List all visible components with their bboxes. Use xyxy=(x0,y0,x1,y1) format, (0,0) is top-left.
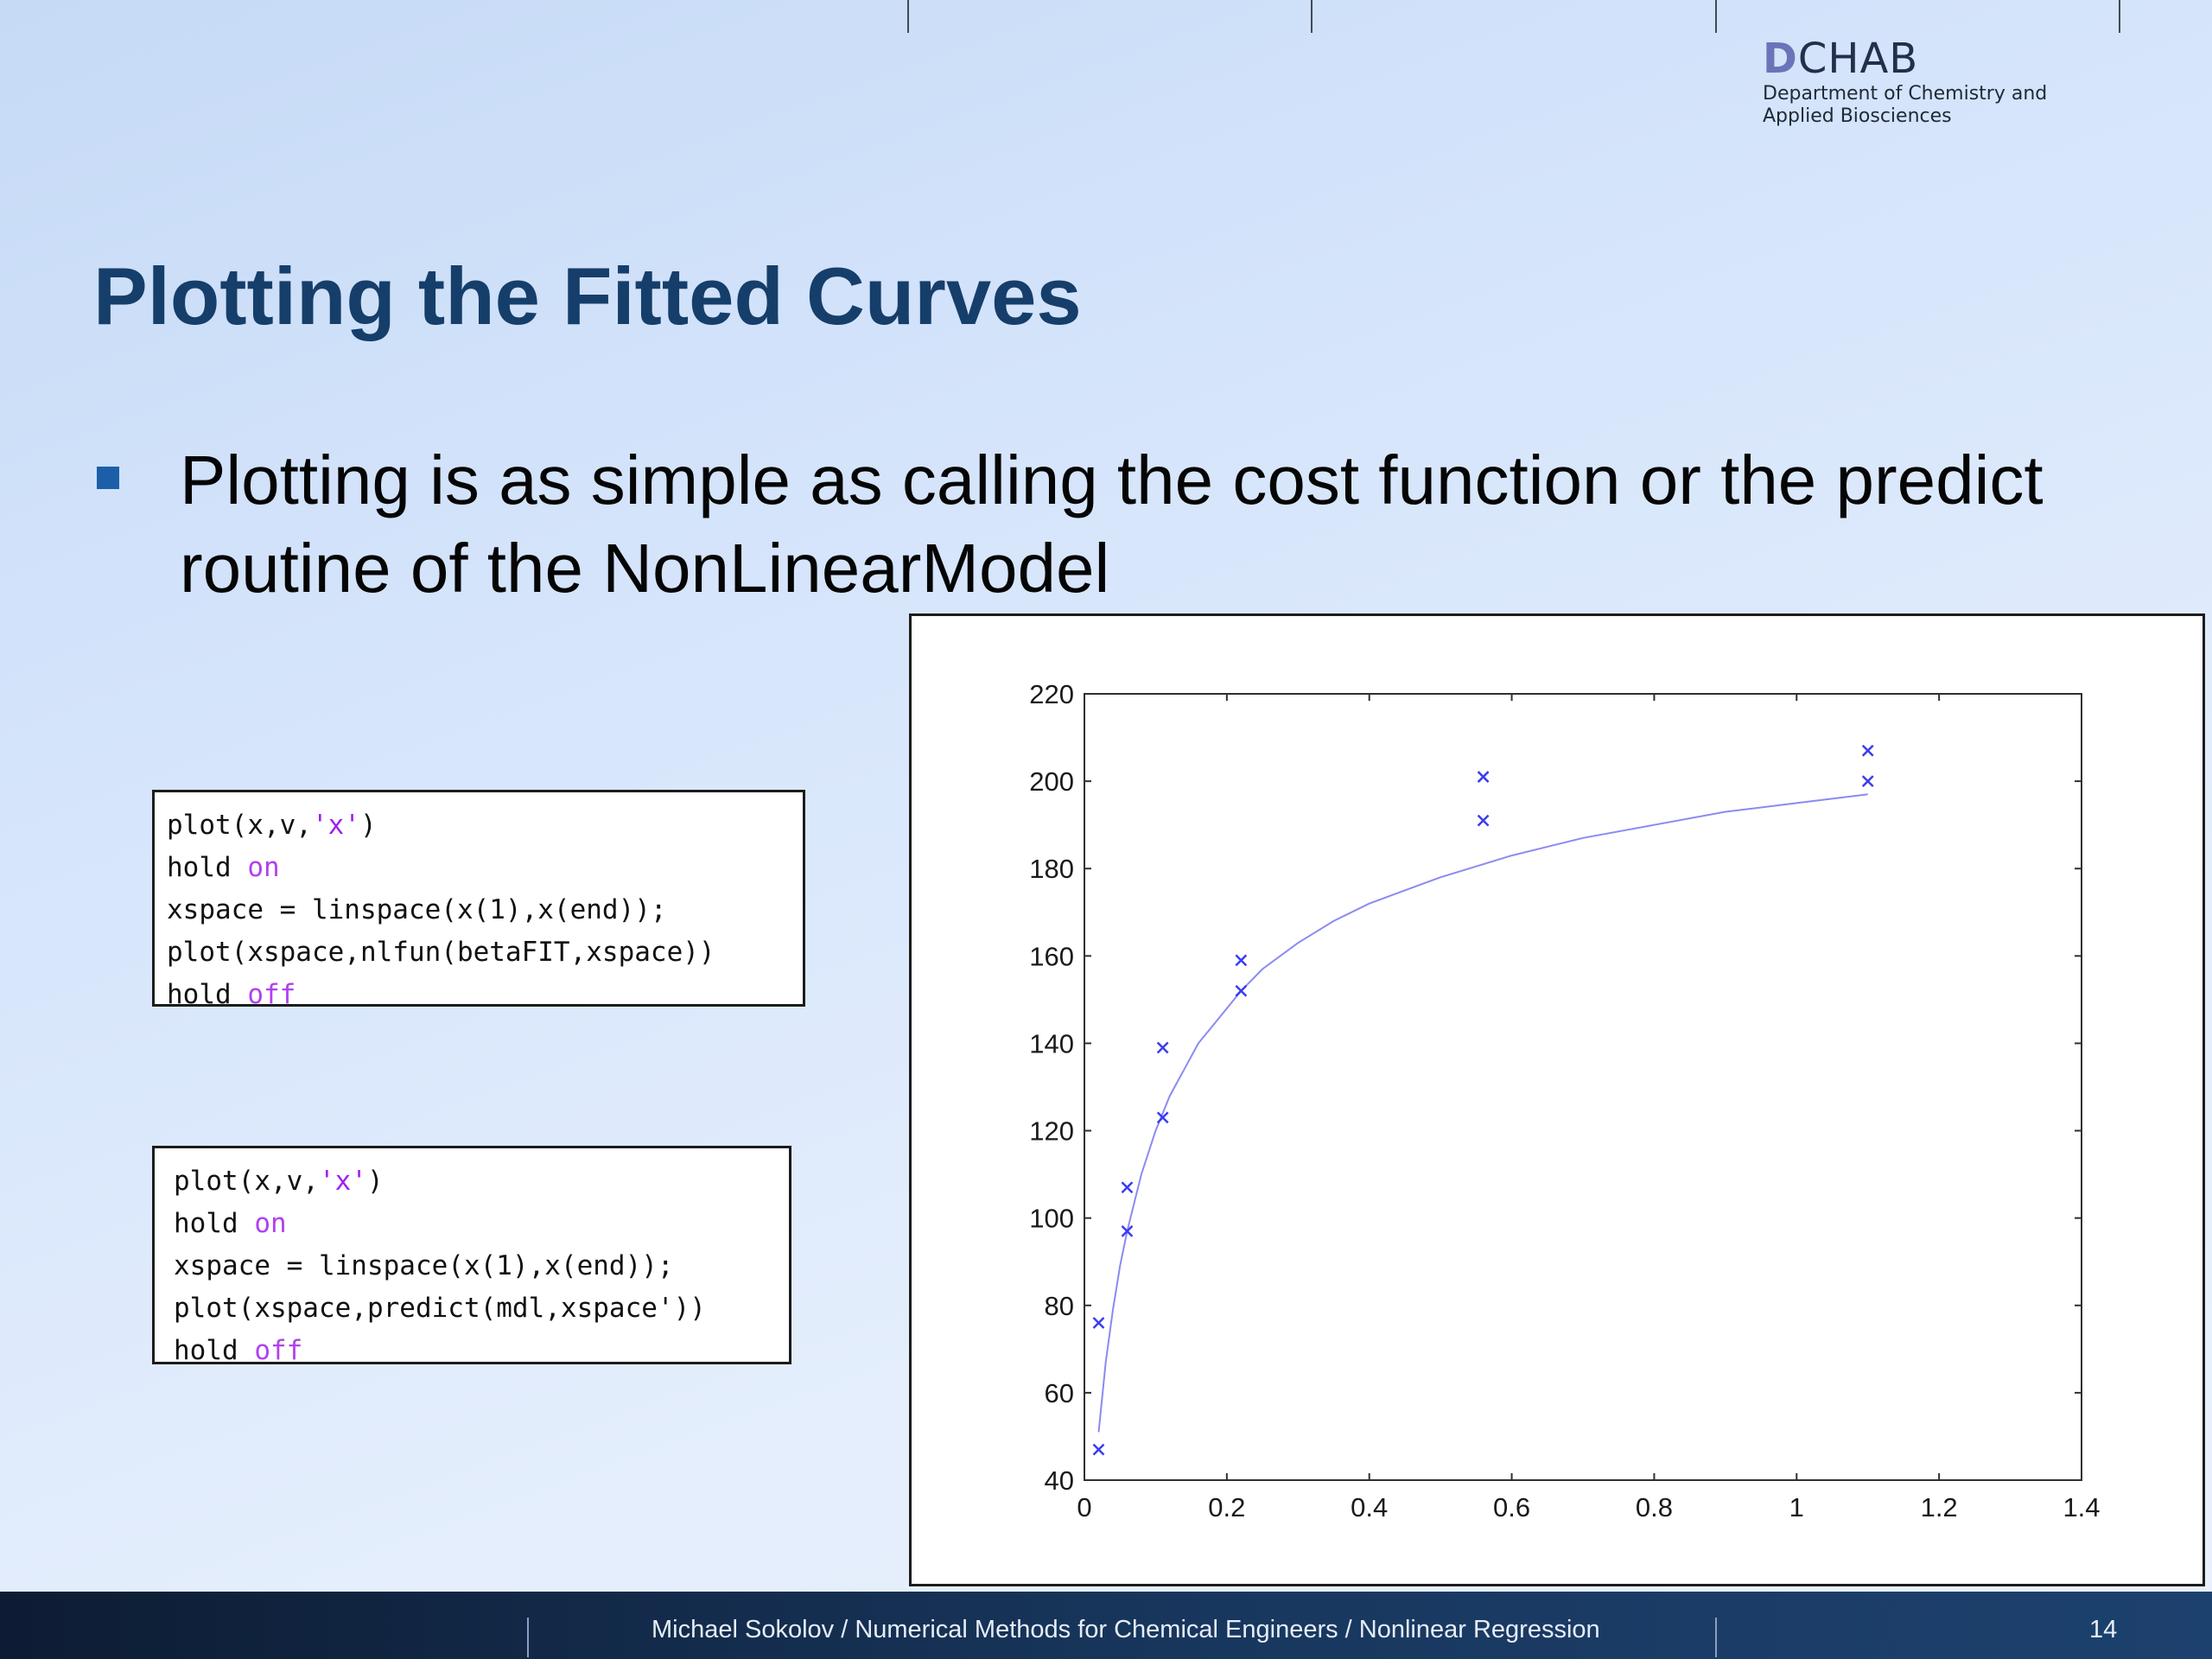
x-tick-label: 0.6 xyxy=(1493,1492,1530,1522)
y-tick-label: 60 xyxy=(1045,1378,1074,1408)
data-point xyxy=(1121,1224,1134,1237)
logo-mark: D xyxy=(1763,35,1798,83)
logo-subtitle: Department of Chemistry and Applied Bios… xyxy=(1763,83,2091,128)
code-token: plot(xspace,nlfun(betaFIT,xspace)) xyxy=(167,937,715,968)
y-tick-label: 200 xyxy=(1029,766,1074,797)
code-token: plot(x,v, xyxy=(167,810,312,841)
fitted-curve xyxy=(1097,793,1868,1433)
code-token: xspace = linspace(x(1),x(end)); xyxy=(174,1250,674,1281)
logo-subtitle-line-2: Applied Biosciences xyxy=(1763,105,1952,127)
code-line: plot(x,v,'x') xyxy=(174,1160,777,1203)
page-number: 14 xyxy=(2089,1616,2118,1643)
data-point xyxy=(1092,1317,1105,1329)
data-point xyxy=(1861,744,1874,757)
header-divider-2 xyxy=(1311,0,1313,33)
footer-divider-left xyxy=(527,1618,529,1657)
data-point xyxy=(1861,775,1874,787)
code-line: plot(x,v,'x') xyxy=(167,804,791,847)
footer-bar: Michael Sokolov / Numerical Methods for … xyxy=(0,1592,2212,1659)
x-tick-label: 0.4 xyxy=(1351,1492,1388,1522)
chart: 0 0.2 0.4 0.6 0.8 1 1.2 1.4 40 60 80 100 120 140 160 18… xyxy=(1029,679,2100,1522)
code-line: plot(xspace,nlfun(betaFIT,xspace)) xyxy=(167,931,791,974)
y-tick-label: 140 xyxy=(1029,1028,1074,1058)
code-token: plot(x,v, xyxy=(174,1166,319,1197)
code-line: hold off xyxy=(174,1330,777,1372)
code-line: hold on xyxy=(174,1203,777,1245)
code-keyword: on xyxy=(247,852,280,883)
y-tick-label: 80 xyxy=(1045,1291,1074,1321)
footer-divider-right xyxy=(1715,1618,1717,1657)
footer-text: Michael Sokolov / Numerical Methods for … xyxy=(652,1616,1600,1643)
code-token: hold xyxy=(174,1208,255,1239)
code-line: hold off xyxy=(167,974,791,1016)
code-line: hold on xyxy=(167,847,791,889)
code-line: xspace = linspace(x(1),x(end)); xyxy=(167,889,791,931)
code-string: 'x' xyxy=(311,810,360,841)
code-keyword: off xyxy=(247,979,296,1010)
data-point xyxy=(1477,814,1490,827)
y-tick-label: 40 xyxy=(1045,1465,1074,1496)
code-token: ) xyxy=(359,810,377,841)
x-tick-label: 0.8 xyxy=(1636,1492,1673,1522)
code-token: plot(xspace,predict(mdl,xspace')) xyxy=(174,1293,706,1324)
x-tick-label: 1.4 xyxy=(2063,1492,2100,1522)
data-point xyxy=(1121,1181,1134,1194)
code-token: hold xyxy=(167,979,248,1010)
slide-title: Plotting the Fitted Curves xyxy=(93,251,1082,341)
data-point xyxy=(1092,1443,1105,1456)
x-tick-label: 1 xyxy=(1789,1492,1804,1522)
code-block-predict: plot(x,v,'x') hold on xspace = linspace(x(… xyxy=(152,1146,791,1366)
bullet-square-icon xyxy=(97,467,119,489)
code-line: plot(xspace,predict(mdl,xspace')) xyxy=(174,1287,777,1330)
chart-frame: 0 0.2 0.4 0.6 0.8 1 1.2 1.4 40 60 80 100 120 140 160 18… xyxy=(909,613,2205,1586)
data-point xyxy=(1235,954,1248,967)
y-tick-label: 120 xyxy=(1029,1116,1074,1147)
x-tick-label: 0.2 xyxy=(1208,1492,1245,1522)
code-string: 'x' xyxy=(318,1166,367,1197)
plot-axes-box xyxy=(1084,693,2082,1481)
code-line: xspace = linspace(x(1),x(end)); xyxy=(174,1245,777,1287)
code-token: xspace = linspace(x(1),x(end)); xyxy=(167,894,667,925)
data-point xyxy=(1477,771,1490,783)
code-keyword: off xyxy=(254,1335,303,1366)
dchab-logo: DCHAB Department of Chemistry and Applie… xyxy=(1763,35,2091,128)
data-point xyxy=(1156,1041,1169,1054)
data-point xyxy=(1235,984,1248,997)
header-divider-3 xyxy=(1715,0,1717,33)
y-tick-label: 220 xyxy=(1029,679,1074,709)
code-token: hold xyxy=(174,1335,255,1366)
y-tick-label: 100 xyxy=(1029,1204,1074,1234)
bullet-text: Plotting is as simple as calling the cos… xyxy=(180,442,2044,607)
logo-name: CHAB xyxy=(1797,35,1919,83)
logo-subtitle-line-1: Department of Chemistry and xyxy=(1763,83,2048,105)
code-keyword: on xyxy=(254,1208,287,1239)
code-token: hold xyxy=(167,852,248,883)
y-tick-label: 180 xyxy=(1029,854,1074,884)
code-block-nlfun: plot(x,v,'x') hold on xspace = linspace(x(… xyxy=(152,790,805,1010)
y-tick-label: 160 xyxy=(1029,941,1074,971)
header-divider-1 xyxy=(907,0,909,33)
header-divider-4 xyxy=(2119,0,2120,33)
x-tick-label: 1.2 xyxy=(1921,1492,1958,1522)
logo-wordmark: DCHAB xyxy=(1763,35,2091,83)
data-point xyxy=(1156,1111,1169,1124)
code-token: ) xyxy=(366,1166,384,1197)
x-tick-label: 0 xyxy=(1077,1492,1091,1522)
